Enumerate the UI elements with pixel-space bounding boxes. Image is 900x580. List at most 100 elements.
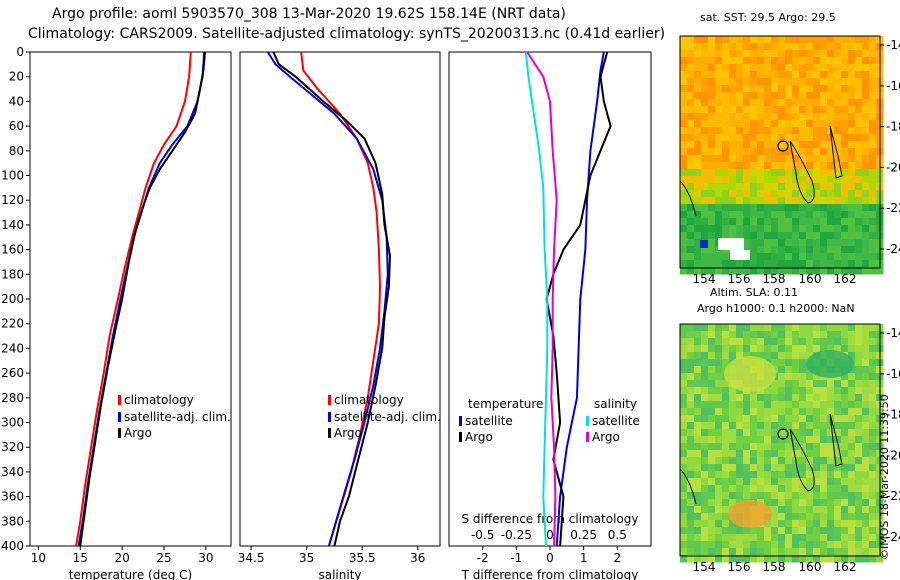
sst-map-cell — [827, 78, 835, 86]
sla-map-cell — [813, 527, 821, 535]
sla-map-cell — [799, 443, 807, 451]
sst-map-cell — [729, 190, 737, 198]
island-outline — [789, 428, 815, 492]
sst-map-cell — [820, 204, 828, 212]
sst-map-cell — [680, 211, 688, 219]
sla-map-cell — [715, 555, 723, 563]
sla-map-cell — [778, 436, 786, 444]
sst-map-cell — [820, 64, 828, 72]
sla-map-cell — [862, 415, 870, 423]
sst-map-cell — [862, 183, 870, 191]
sla-map-cell — [820, 478, 828, 486]
sst-map-cell — [729, 260, 737, 268]
sla-map-cell — [750, 471, 758, 479]
sla-map-cell — [855, 534, 863, 542]
sst-map-cell — [771, 78, 779, 86]
sla-map-cell — [778, 387, 786, 395]
legend-swatch — [328, 428, 331, 438]
sst-map-cell — [820, 113, 828, 121]
sst-map-cell — [855, 183, 863, 191]
sla-map-cell — [687, 478, 695, 486]
sst-map-cell — [694, 239, 702, 247]
sla-map-cell — [743, 492, 751, 500]
sla-map-cell — [806, 373, 814, 381]
sla-map-cell — [708, 541, 716, 549]
y-tick-label: 300 — [1, 416, 24, 430]
sla-map-cell — [785, 548, 793, 556]
sst-map-cell — [715, 141, 723, 149]
sst-map-cell — [750, 106, 758, 114]
sst-map-cell — [813, 162, 821, 170]
sla-map-cell — [701, 478, 709, 486]
sst-map-cell — [715, 50, 723, 58]
sla-map-cell — [701, 394, 709, 402]
sst-map-cell — [869, 232, 877, 240]
sst-map-cell — [869, 260, 877, 268]
sst-map-cell — [785, 71, 793, 79]
sla-map-cell — [806, 380, 814, 388]
sla-map-cell — [848, 422, 856, 430]
sla-map-cell — [792, 373, 800, 381]
sla-map-cell — [722, 401, 730, 409]
sla-map-cell — [799, 478, 807, 486]
sla-map-cell — [694, 485, 702, 493]
sla-map-cell — [785, 387, 793, 395]
sla-map-cell — [855, 331, 863, 339]
sst-map-cell — [792, 92, 800, 100]
sla-map-cell — [799, 492, 807, 500]
sst-map-cell — [785, 64, 793, 72]
sst-map-cell — [736, 71, 744, 79]
sst-map-cell — [736, 36, 744, 44]
sla-map-cell — [771, 527, 779, 535]
sla-map-cell — [806, 520, 814, 528]
sst-map-cell — [736, 85, 744, 93]
sla-map-cell — [855, 506, 863, 514]
sla-map-frame — [679, 323, 881, 557]
sst-map-cell — [771, 127, 779, 135]
sst-map-cell — [778, 78, 786, 86]
sla-map-cell — [687, 415, 695, 423]
sst-map-cell — [827, 120, 835, 128]
sst-map-cell — [785, 148, 793, 156]
sla-map-cell — [764, 464, 772, 472]
sst-map-cell — [806, 183, 814, 191]
sst-map-cell — [729, 134, 737, 142]
y-tick-label: 200 — [1, 292, 24, 306]
sst-map-cell — [862, 239, 870, 247]
sst-map-cell — [743, 148, 751, 156]
sst-map-cell — [785, 78, 793, 86]
sla-map-cell — [680, 401, 688, 409]
sla-map-cell — [757, 471, 765, 479]
sla-map-cell — [778, 443, 786, 451]
sst-map-cell — [743, 85, 751, 93]
sla-map-cell — [778, 415, 786, 423]
map-y-tick-label: -20 — [886, 448, 900, 462]
sla-map-cell — [694, 450, 702, 458]
sst-map-cell — [764, 92, 772, 100]
sla-map-cell — [708, 422, 716, 430]
sla-map-cell — [687, 366, 695, 374]
sst-map-cell — [750, 190, 758, 198]
sla-map-cell — [736, 429, 744, 437]
sla-map-cell — [708, 548, 716, 556]
sla-map-cell — [841, 513, 849, 521]
y-tick-label: 400 — [1, 539, 24, 553]
sst-map-cell — [708, 57, 716, 65]
sst-land-patch — [730, 250, 750, 260]
sst-map-cell — [799, 134, 807, 142]
legend-swatch — [118, 412, 121, 422]
sst-map-cell — [806, 239, 814, 247]
sla-map-cell — [862, 345, 870, 353]
sst-map-cell — [694, 197, 702, 205]
sst-map-cell — [862, 246, 870, 254]
sla-map-cell — [771, 485, 779, 493]
map-y-tick-label: -16 — [886, 79, 900, 93]
sst-map-cell — [834, 260, 842, 268]
sst-map-cell — [743, 64, 751, 72]
sst-map-cell — [778, 260, 786, 268]
sst-map-cell — [869, 190, 877, 198]
sst-map-cell — [862, 85, 870, 93]
sst-map-cell — [827, 197, 835, 205]
y-tick-label: 160 — [1, 243, 24, 257]
sst-map-cell — [701, 106, 709, 114]
